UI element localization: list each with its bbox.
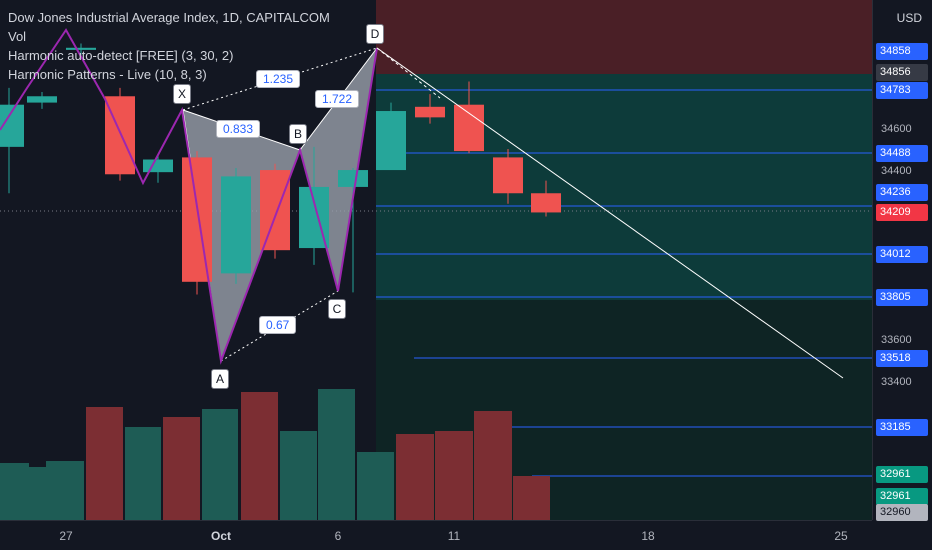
price-label: 34783 (876, 82, 928, 99)
price-label: 34236 (876, 184, 928, 201)
candle-body (531, 193, 561, 213)
volume-bar (86, 407, 123, 520)
time-tick-label: 6 (334, 529, 342, 543)
zigzag-line (0, 28, 378, 365)
volume-bar (46, 461, 84, 520)
candle-body (260, 170, 290, 251)
price-label: 33185 (876, 419, 928, 436)
point-label-c: C (328, 299, 346, 319)
price-tick-label: 34400 (881, 165, 912, 177)
currency-label[interactable]: USD (896, 11, 922, 25)
volume-bar (513, 476, 550, 520)
price-label: 34858 (876, 43, 928, 60)
zone-teal (376, 74, 872, 300)
ratio-label-ac: 0.67 (259, 316, 297, 334)
time-tick-label: 18 (641, 529, 655, 543)
candle-body (493, 157, 523, 194)
point-label-x: X (173, 84, 191, 104)
point-label-d: D (366, 24, 384, 44)
time-tick-label: Oct (210, 529, 232, 543)
chart-area[interactable]: Dow Jones Industrial Average Index, 1D, … (0, 0, 872, 520)
indicator-volume[interactable]: Vol (8, 29, 27, 44)
price-label: 34488 (876, 145, 928, 162)
volume-bar (357, 452, 394, 520)
price-label: 33518 (876, 350, 928, 367)
chart-legend: Dow Jones Industrial Average Index, 1D, … (8, 8, 330, 84)
volume-bar (396, 434, 434, 520)
price-label: 32961 (876, 488, 928, 505)
pattern-triangle-bcd (300, 48, 377, 291)
symbol-title[interactable]: Dow Jones Industrial Average Index, 1D, … (8, 10, 330, 25)
chart-canvas[interactable] (0, 0, 872, 520)
volume-bar (8, 467, 47, 520)
point-label-b: B (289, 124, 307, 144)
ratio-label-xd: 1.235 (256, 70, 301, 88)
price-tick-label: 33600 (881, 334, 912, 346)
price-tick-label: 33400 (881, 376, 912, 388)
price-axis[interactable]: USD 34600 34400 33600 33400 34858 34856 34783… (872, 0, 932, 521)
candle-body (415, 106, 445, 118)
volume-bar (318, 389, 355, 520)
volume-bar (202, 409, 238, 520)
candle-body (338, 170, 368, 187)
price-label: 32960 (876, 504, 928, 521)
price-tick-label: 34600 (881, 123, 912, 135)
indicator-harmonic-auto-detect[interactable]: Harmonic auto-detect [FREE] (3, 30, 2) (8, 48, 234, 63)
candle-body (182, 157, 212, 282)
ratio-label-bd: 1.722 (315, 90, 360, 108)
volume-bar (280, 431, 317, 520)
projection-line (376, 47, 844, 379)
volume-bar (474, 411, 512, 520)
projection-dashed (376, 47, 441, 99)
volume-bar (241, 392, 278, 520)
candle-body (454, 104, 484, 152)
volume-bar (125, 427, 161, 520)
candle-body (66, 47, 96, 50)
time-tick-label: 27 (59, 529, 73, 543)
candle-body (143, 159, 173, 173)
volume-bar (163, 417, 200, 520)
point-label-a: A (211, 369, 229, 389)
price-label: 34209 (876, 204, 928, 221)
time-axis[interactable]: 27 Oct 6 11 18 25 (0, 520, 872, 550)
indicator-harmonic-live[interactable]: Harmonic Patterns - Live (10, 8, 3) (8, 67, 207, 82)
ratio-label-xb: 0.833 (216, 120, 261, 138)
zone-red (376, 0, 872, 74)
price-label: 32961 (876, 466, 928, 483)
price-label: 34012 (876, 246, 928, 263)
volume-bar (435, 431, 473, 520)
candle-body (221, 176, 251, 274)
candle-body (27, 96, 57, 103)
price-label: 33805 (876, 289, 928, 306)
price-label: 34856 (876, 64, 928, 81)
candle-body (376, 111, 406, 171)
time-tick-label: 25 (834, 529, 848, 543)
time-tick-label: 11 (447, 529, 461, 543)
